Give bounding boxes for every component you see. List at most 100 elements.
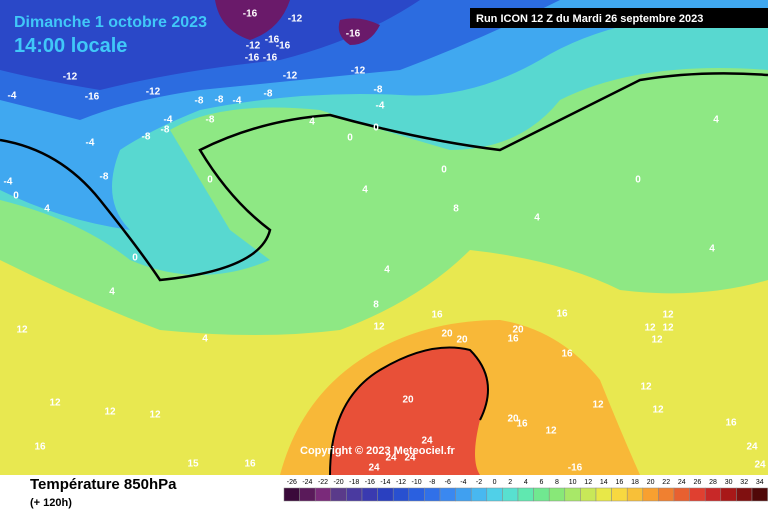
legend-swatch bbox=[424, 487, 441, 502]
legend-label: -4 bbox=[460, 479, 466, 486]
forecast-time: 14:00 locale bbox=[14, 35, 127, 57]
legend-swatch bbox=[533, 487, 550, 502]
legend-label: -10 bbox=[412, 479, 422, 486]
contour-label: 8 bbox=[453, 204, 459, 215]
contour-label: 4 bbox=[309, 117, 315, 128]
legend-label: 16 bbox=[616, 479, 624, 486]
legend-swatch bbox=[455, 487, 472, 502]
legend-label: 20 bbox=[647, 479, 655, 486]
legend-label: -12 bbox=[396, 479, 406, 486]
legend-label: 26 bbox=[694, 479, 702, 486]
legend-swatch bbox=[689, 487, 706, 502]
contour-label: -12 bbox=[246, 41, 261, 52]
legend-label: 12 bbox=[584, 479, 592, 486]
contour-label: 12 bbox=[373, 322, 385, 333]
legend-swatch bbox=[361, 487, 378, 502]
legend-swatch bbox=[548, 487, 566, 502]
legend-label: 32 bbox=[740, 479, 748, 486]
legend-label: -2 bbox=[476, 479, 482, 486]
legend-label: 8 bbox=[555, 479, 559, 486]
legend-swatch bbox=[346, 487, 363, 502]
legend-swatch bbox=[330, 487, 347, 502]
legend-swatch bbox=[658, 487, 675, 502]
contour-label: -4 bbox=[4, 177, 13, 188]
contour-label: 24 bbox=[385, 453, 397, 464]
contour-label: 0 bbox=[347, 133, 353, 144]
contour-label: 12 bbox=[149, 410, 161, 421]
contour-label: 16 bbox=[561, 349, 573, 360]
contour-label: 8 bbox=[373, 300, 379, 311]
contour-label: 24 bbox=[754, 460, 766, 471]
contour-label: 24 bbox=[421, 436, 433, 447]
color-legend: -26 -24 -22 -20 -18 -16 -14 -12 -10 -8 -6 -4 -2 0 2 4 6 8… bbox=[283, 479, 768, 502]
contour-label: -8 bbox=[264, 89, 273, 100]
legend-swatch bbox=[517, 487, 534, 502]
contour-label: 12 bbox=[662, 323, 674, 334]
contour-label: -16 bbox=[265, 35, 280, 46]
contour-label: 0 bbox=[373, 123, 379, 134]
zero-isotherm bbox=[0, 72, 768, 282]
legend-label: 14 bbox=[600, 479, 608, 486]
contour-label: -8 bbox=[142, 132, 151, 143]
contour-label: 12 bbox=[16, 325, 28, 336]
contour-label: -4 bbox=[233, 96, 242, 107]
contour-label: -8 bbox=[195, 96, 204, 107]
contour-label: 4 bbox=[713, 115, 719, 126]
legend-swatch bbox=[751, 487, 768, 502]
contour-label: -12 bbox=[63, 72, 78, 83]
contour-label: -4 bbox=[376, 101, 385, 112]
legend-swatch bbox=[408, 487, 425, 502]
legend-label: -18 bbox=[349, 479, 359, 486]
run-info: Run ICON 12 Z du Mardi 26 septembre 2023 bbox=[476, 13, 703, 25]
contour-label: 0 bbox=[207, 175, 213, 186]
legend-swatch bbox=[564, 487, 581, 502]
contour-label: 20 bbox=[507, 414, 519, 425]
legend-swatch bbox=[502, 487, 519, 502]
legend-swatch bbox=[595, 487, 612, 502]
contour-label: -8 bbox=[206, 115, 215, 126]
contour-label: 16 bbox=[507, 334, 519, 345]
contour-label: 4 bbox=[109, 287, 115, 298]
contour-label: -8 bbox=[374, 85, 383, 96]
legend-swatch bbox=[486, 487, 503, 502]
contour-label: 16 bbox=[556, 309, 568, 320]
contour-label: 16 bbox=[431, 310, 443, 321]
contour-label: 20 bbox=[441, 329, 453, 340]
contour-label: 12 bbox=[545, 426, 557, 437]
weather-map: -16 -12-16-12-16-16-16 -16-12 -12-12-16 -12-… bbox=[0, 0, 768, 475]
copyright: Copyright © 2023 Meteociel.fr bbox=[300, 445, 456, 457]
contour-label: 0 bbox=[635, 175, 641, 186]
legend-swatch bbox=[392, 487, 410, 502]
legend-swatch bbox=[314, 487, 332, 502]
contour-label: -12 bbox=[351, 66, 366, 77]
contour-label: 12 bbox=[644, 323, 656, 334]
legend-label: 28 bbox=[709, 479, 717, 486]
contour-label: -4 bbox=[8, 91, 17, 102]
contour-label: -16 bbox=[245, 53, 260, 64]
contour-label: 24 bbox=[746, 442, 758, 453]
legend-swatch bbox=[439, 487, 456, 502]
legend-label: -20 bbox=[334, 479, 344, 486]
legend-swatch bbox=[642, 487, 659, 502]
footer: Température 850hPa (+ 120h) -26 -24 -22 -20… bbox=[30, 476, 768, 509]
contour-label: -16 bbox=[85, 92, 100, 103]
legend-label: 2 bbox=[508, 479, 512, 486]
contour-label: -4 bbox=[86, 138, 95, 149]
legend-swatch bbox=[736, 487, 753, 502]
legend-label: -14 bbox=[380, 479, 390, 486]
contour-label: 0 bbox=[441, 165, 447, 176]
contour-label: -8 bbox=[215, 95, 224, 106]
contour-label: 16 bbox=[725, 418, 737, 429]
forecast-date: Dimanche 1 octobre 2023 bbox=[14, 14, 207, 31]
run-banner bbox=[470, 8, 768, 28]
legend-label: -16 bbox=[365, 479, 375, 486]
legend-label: 22 bbox=[662, 479, 670, 486]
contour-label: 20 bbox=[402, 395, 414, 406]
contour-label: -8 bbox=[100, 172, 109, 183]
contour-label: -16 bbox=[243, 9, 258, 20]
contour-label: 12 bbox=[104, 407, 116, 418]
legend-label: 10 bbox=[569, 479, 577, 486]
legend-swatch bbox=[720, 487, 737, 502]
legend-label: 18 bbox=[631, 479, 639, 486]
contour-label: 12 bbox=[652, 405, 664, 416]
